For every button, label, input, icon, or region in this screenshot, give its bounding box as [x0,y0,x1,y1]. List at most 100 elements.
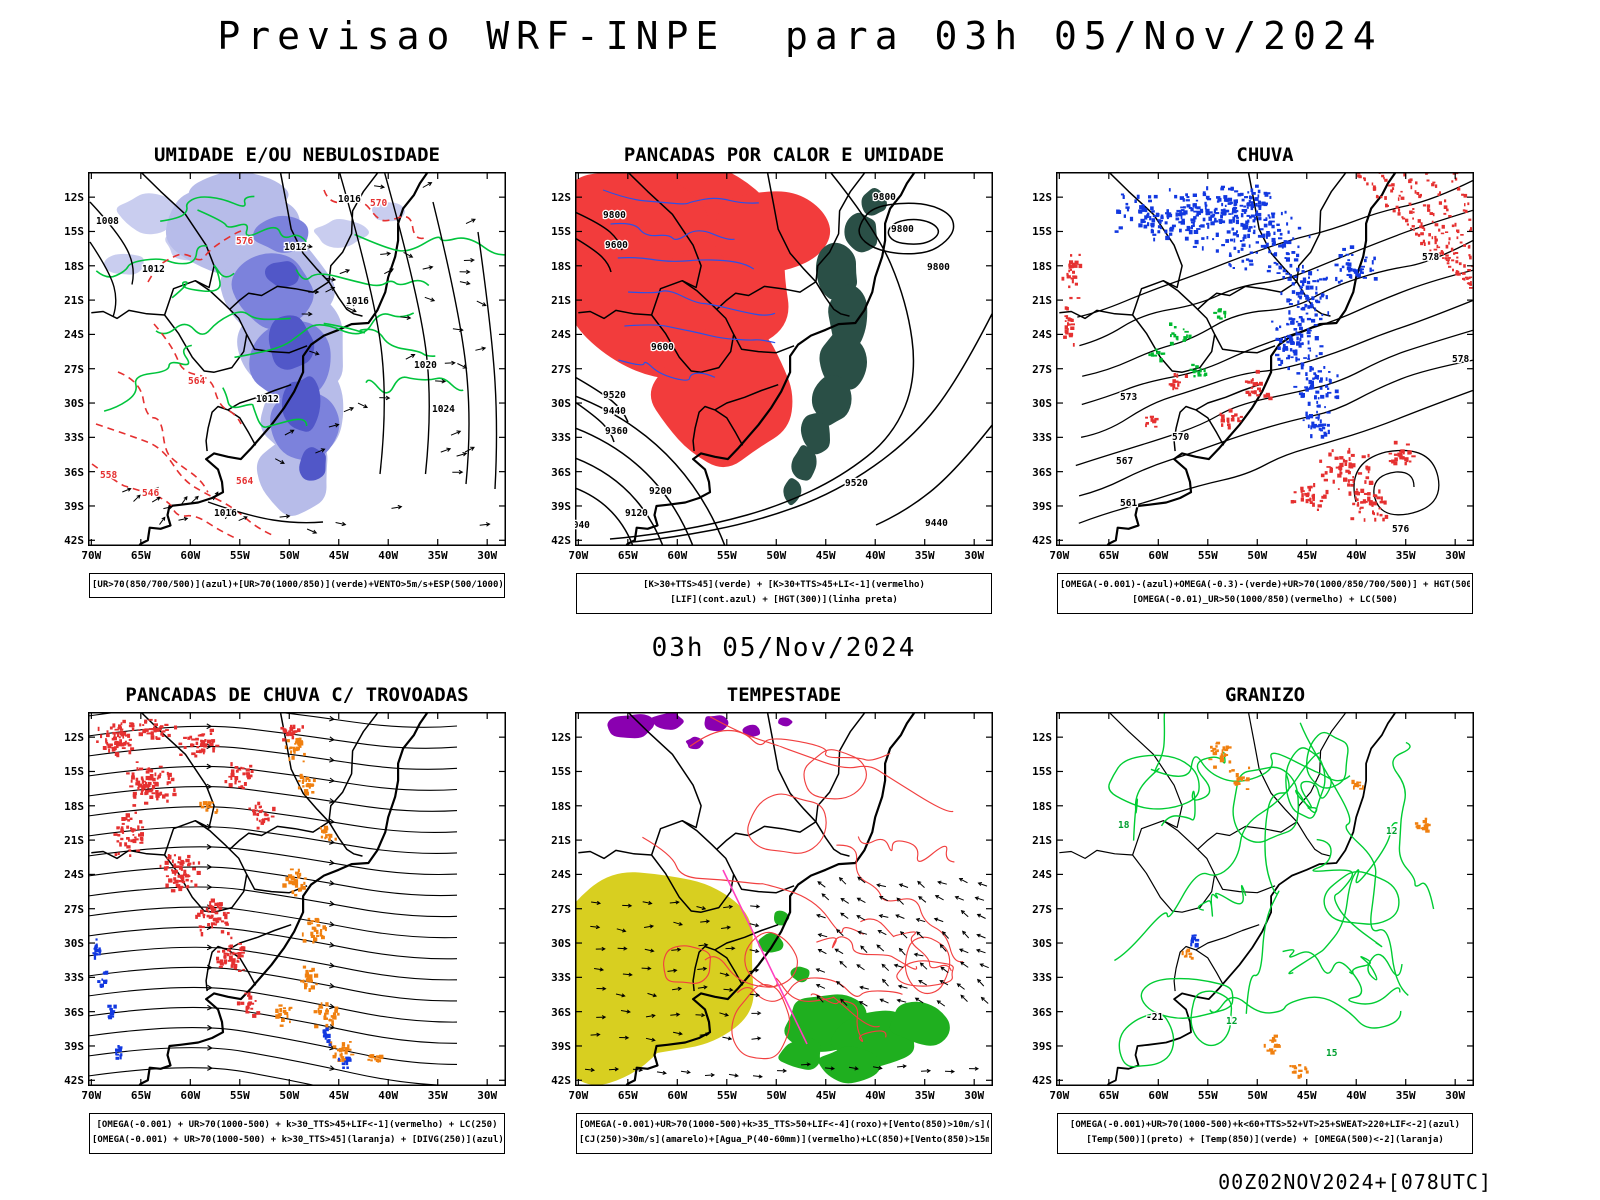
lon-tick-label: 50W [766,1089,787,1102]
lat-tick-label: 21S [1032,834,1052,848]
lon-tick-label: 45W [815,1089,836,1102]
lon-tick-label: 70W [81,1089,102,1102]
panel-granizo: GRANIZO 18 12 15 12 -21 12S 15S 18S 21S 24S 27S 30S 3… [1032,684,1474,1186]
lat-tick-label: 30S [1032,937,1052,951]
panel-title: CHUVA [1236,144,1294,166]
lat-tick-label: 42S [551,1074,571,1088]
contour-label: 15 [1326,1048,1338,1059]
contour-label: 9800 [603,210,626,221]
lon-tick-label: 35W [1395,549,1416,562]
caption-line: [OMEGA(-0.001)+UR>70(1000-500)+k>35_TTS>… [579,1120,989,1130]
lon-tick-label: 45W [1296,1089,1317,1102]
panel-umidade: UMIDADE E/OU NEBULOSIDADE 1008 1012 1012 101… [64,144,506,646]
lat-tick-label: 27S [64,902,84,916]
lat-tick-label: 15S [1032,225,1052,239]
contour-label: 1016 [338,194,361,205]
lon-tick-label: 55W [1197,1089,1218,1102]
lat-tick-label: 33S [1032,431,1052,445]
lat-tick-label: 15S [64,765,84,779]
contour-label: 1012 [284,242,307,253]
lat-tick-label: 39S [1032,1039,1052,1053]
lon-tick-label: 65W [130,549,151,562]
lon-tick-label: 70W [81,549,102,562]
lon-tick-label: 65W [130,1089,151,1102]
contour-label: 573 [1120,392,1137,403]
contour-label: 1016 [214,508,237,519]
lat-tick-label: 12S [551,731,571,745]
lon-tick-label: 50W [1247,549,1268,562]
contour-label: 576 [236,236,253,247]
lat-tick-label: 18S [64,259,84,273]
map-pancadas-calor: 9800 9600 9800 9800 9800 9600 9520 9440 9520 9440… [575,172,993,546]
lon-tick-label: 55W [716,549,737,562]
lat-tick-label: 15S [551,225,571,239]
contour-label: 1012 [256,394,279,405]
lat-tick-label: 21S [64,294,84,308]
lat-tick-label: 42S [64,534,84,548]
lat-tick-label: 24S [551,868,571,882]
contour-label: 1024 [432,404,455,415]
lon-tick-label: 30W [477,549,498,562]
lon-tick-label: 70W [1049,1089,1070,1102]
lat-tick-label: 39S [64,1039,84,1053]
contour-label: 578 [1452,354,1469,365]
contour-label: 12 [1226,1016,1237,1027]
caption-line: [OMEGA(-0.01)_UR>50(1000/850)(vermelho) … [1132,595,1398,606]
caption-line: [CJ(250)>30m/s](amarelo)+[Agua_P(40-60mm… [579,1135,989,1146]
caption-line: [OMEGA(-0.001)+UR>70(1000-500)+k<60+TTS>… [1069,1120,1461,1130]
lat-tick-label: 42S [64,1074,84,1088]
contour-label: 570 [1172,432,1189,443]
caption-box: [UR>70(850/700/500)](azul)+[UR>70(1000/8… [89,573,505,599]
lon-tick-label: 35W [914,549,935,562]
lon-tick-label: 65W [1098,549,1119,562]
lat-tick-label: 30S [1032,397,1052,411]
lat-tick-label: 27S [1032,362,1052,376]
panel-title: UMIDADE E/OU NEBULOSIDADE [154,144,440,166]
lon-tick-label: 40W [378,549,399,562]
caption-line: [OMEGA(-0.001) + UR>70(1000-500) + k>30_… [92,1135,502,1146]
contour-label: 546 [142,488,159,499]
contour-label: 12 [1386,826,1397,837]
model-run-stamp: 00Z02NOV2024+[078UTC] [1218,1170,1492,1194]
lon-tick-label: 50W [279,549,300,562]
lon-tick-label: 30W [1445,549,1466,562]
lon-tick-label: 45W [328,1089,349,1102]
lon-tick-label: 40W [1346,549,1367,562]
lat-tick-label: 33S [64,971,84,985]
lon-tick-label: 50W [766,549,787,562]
contour-label: 9200 [649,486,672,497]
caption-box: [OMEGA(-0.001) + UR>70(1000-500) + k>30_… [89,1113,505,1154]
page-title: Previsao WRF-INPE para 03h 05/Nov/2024 [217,14,1383,58]
lat-tick-label: 15S [1032,765,1052,779]
contour-label: 9440 [925,518,948,529]
caption-line: [LIF](cont.azul) + [HGT(300)](linha pret… [670,595,898,606]
lat-tick-label: 42S [1032,1074,1052,1088]
lon-tick-label: 65W [617,549,638,562]
lon-tick-label: 45W [815,549,836,562]
lat-tick-label: 30S [64,397,84,411]
panel-trovoadas: PANCADAS DE CHUVA C/ TROVOADAS 12S 15S 18S 2… [64,684,506,1186]
contour-label: 1012 [142,264,165,275]
panel-title: PANCADAS POR CALOR E UMIDADE [623,144,945,166]
lon-tick-label: 30W [1445,1089,1466,1102]
lat-tick-label: 15S [551,765,571,779]
contour-label: 576 [1392,524,1409,535]
contour-label: 9600 [651,342,674,353]
contour-label: 578 [1422,252,1439,263]
contour-label: 9800 [873,192,896,203]
lat-tick-label: 18S [64,799,84,813]
lat-tick-label: 36S [551,1005,571,1019]
contour-label: 558 [100,470,117,481]
lat-tick-label: 21S [64,834,84,848]
caption-line: [OMEGA(-0.001) + UR>70(1000-500) + k>30_… [96,1120,498,1130]
lon-tick-label: 55W [1197,549,1218,562]
lat-tick-label: 27S [551,902,571,916]
lat-tick-label: 30S [64,937,84,951]
contour-label: 564 [188,376,205,387]
lon-tick-label: 60W [180,549,201,562]
contour-label: 9520 [603,390,626,401]
lat-tick-label: 33S [551,971,571,985]
contour-label: 561 [1120,498,1137,509]
lat-tick-label: 24S [551,328,571,342]
